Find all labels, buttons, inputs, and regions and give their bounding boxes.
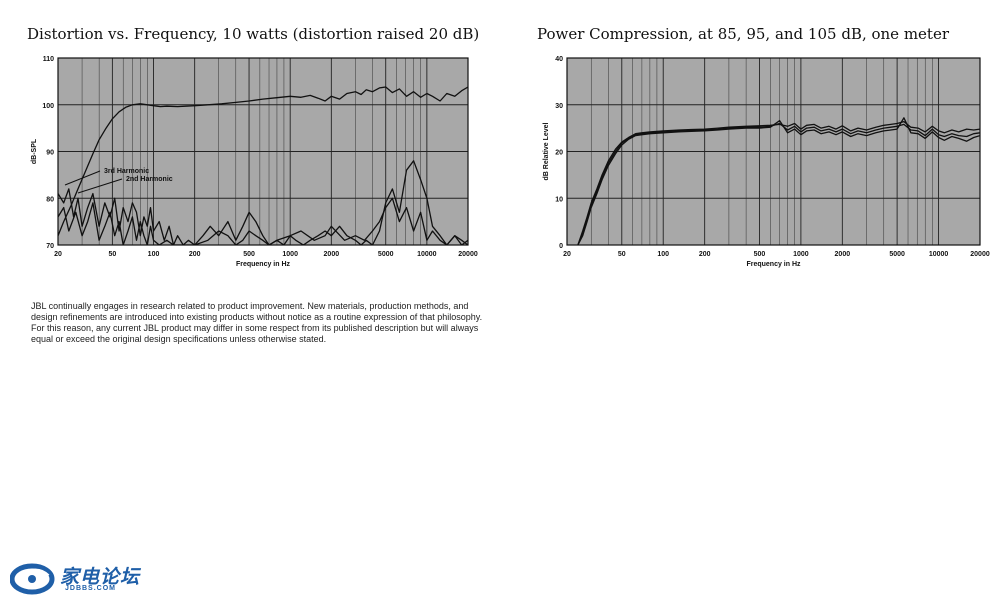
- distortion-chart-title: Distortion vs. Frequency, 10 watts (dist…: [27, 25, 480, 43]
- y-tick-label: 70: [46, 243, 54, 250]
- series-group: [577, 117, 980, 245]
- y-tick-label: 80: [46, 196, 54, 203]
- x-tick-label: 50: [618, 251, 626, 258]
- annotation-label: 3rd Harmonic: [104, 168, 149, 175]
- x-tick-label: 2000: [324, 251, 340, 258]
- series-line-2nd-harmonic: [58, 197, 468, 245]
- x-tick-label: 5000: [378, 251, 394, 258]
- x-tick-label: 10000: [417, 251, 437, 258]
- y-tick-label: 100: [42, 103, 54, 110]
- x-tick-label: 20000: [458, 251, 478, 258]
- y-tick-label: 0: [559, 243, 563, 250]
- disclaimer-text: JBL continually engages in research rela…: [31, 301, 483, 344]
- annotation-label: 2nd Harmonic: [126, 176, 173, 183]
- x-tick-label: 5000: [889, 251, 905, 258]
- x-tick-label: 20: [54, 251, 62, 258]
- y-tick-label: 10: [555, 196, 563, 203]
- x-tick-label: 100: [148, 251, 160, 258]
- watermark-domain: JDBBS.COM: [65, 585, 117, 592]
- compression-chart: 20 50 100 200 500 1000 2000 5000 10000 20000 0 10 20…: [543, 56, 990, 268]
- watermark-logo: 家电论坛 JDBBS.COM: [10, 562, 140, 596]
- watermark-name: 家电论坛: [60, 566, 141, 588]
- swirl-icon: [10, 563, 55, 595]
- x-axis-label: Frequency in Hz: [746, 261, 801, 268]
- y-axis-label: dB-SPL: [31, 138, 38, 164]
- annotation-leader: [64, 170, 101, 186]
- series-line-2: [577, 122, 980, 245]
- y-tick-label: 20: [555, 150, 563, 157]
- x-axis-label: Frequency in Hz: [236, 261, 291, 268]
- x-tick-label: 20000: [970, 251, 990, 258]
- x-tick-label: 2000: [835, 251, 851, 258]
- plot-frame: [566, 57, 981, 246]
- series-line-1: [577, 120, 980, 245]
- y-tick-label: 40: [555, 56, 563, 63]
- x-tick-label: 20: [563, 251, 571, 258]
- y-tick-label: 90: [46, 150, 54, 157]
- series-line-3: [577, 117, 980, 245]
- y-tick-label: 30: [555, 103, 563, 110]
- annotation-leader: [77, 178, 123, 194]
- series-group: [58, 86, 468, 245]
- x-tick-label: 100: [657, 251, 669, 258]
- x-tick-label: 200: [699, 251, 711, 258]
- x-tick-label: 1000: [793, 251, 809, 258]
- series-line-3rd-harmonic: [58, 160, 468, 245]
- x-tick-label: 1000: [282, 251, 298, 258]
- plot-area: [566, 57, 981, 246]
- compression-chart-title: Power Compression, at 85, 95, and 105 dB…: [537, 25, 950, 43]
- y-tick-label: 110: [43, 56, 54, 63]
- series-line-1: [58, 86, 468, 236]
- x-tick-label: 200: [189, 251, 201, 258]
- x-tick-label: 500: [754, 251, 766, 258]
- plot-frame: [57, 57, 469, 246]
- distortion-chart: 20 50 100 200 500 1000 2000 5000 10000 20000 70 80 9…: [31, 56, 478, 268]
- x-tick-label: 50: [108, 251, 116, 258]
- x-tick-label: 10000: [929, 251, 949, 258]
- y-axis-label: dB Relative Level: [543, 122, 550, 180]
- x-tick-label: 500: [243, 251, 255, 258]
